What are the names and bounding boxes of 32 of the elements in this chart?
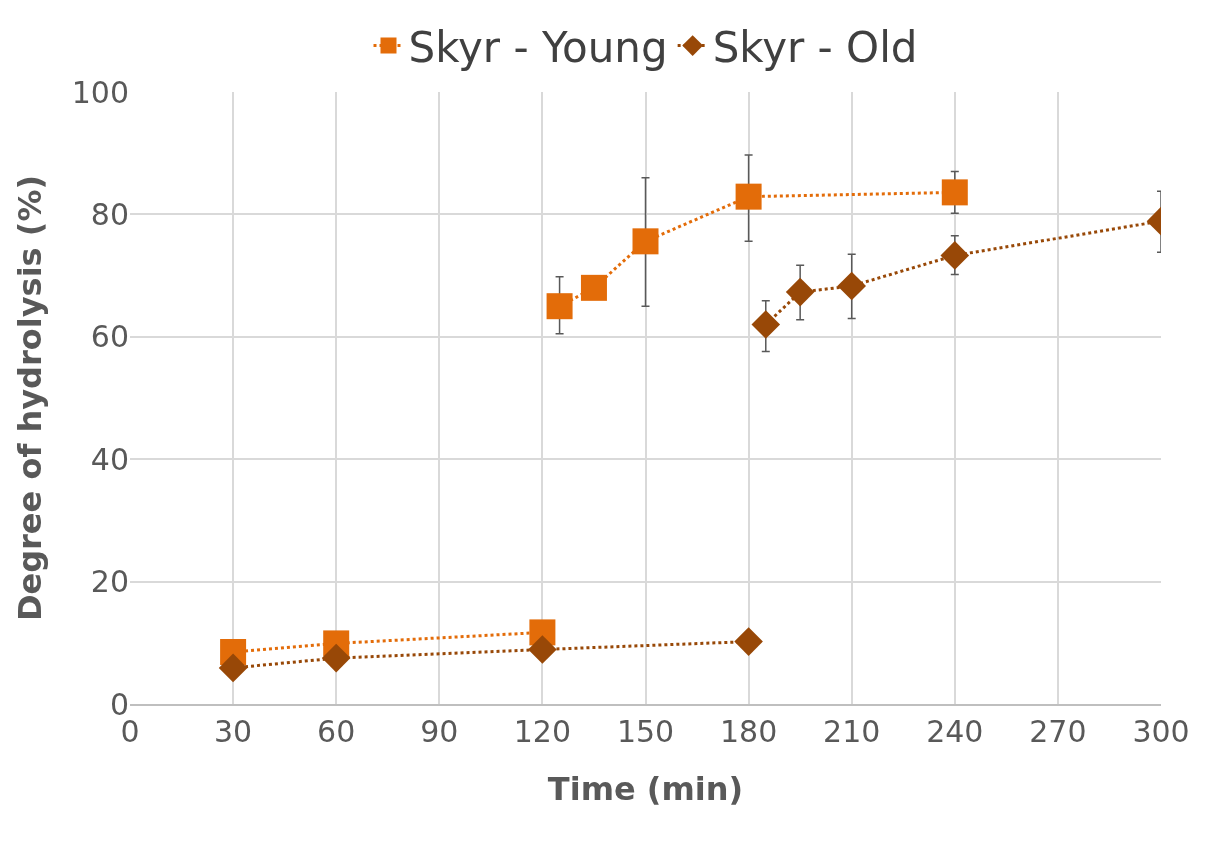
point (751, 310, 781, 339)
point (580, 274, 607, 301)
point (218, 653, 248, 683)
point (941, 179, 968, 206)
point (632, 228, 659, 255)
point (734, 627, 763, 656)
x-tick-label: 180 (719, 713, 778, 749)
point (837, 271, 866, 301)
point (735, 183, 762, 210)
point (528, 635, 557, 664)
y-tick-label: 100 (71, 74, 129, 110)
point (546, 293, 573, 320)
x-tick-label: 270 (1029, 713, 1087, 749)
x-tick-label: 240 (926, 713, 984, 749)
y-tick-label: 20 (90, 564, 129, 600)
y-tick-label: 60 (90, 319, 129, 355)
legend-label: Skyr - Old (712, 22, 918, 72)
legend-label: Skyr - Young (408, 22, 668, 72)
point (940, 241, 970, 270)
x-tick-label: 120 (513, 713, 572, 749)
x-tick-label: 210 (823, 713, 881, 749)
point (321, 643, 351, 673)
y-tick-label: 80 (90, 196, 129, 232)
x-axis-title: Time (min) (547, 770, 744, 809)
y-tick-label: 40 (90, 441, 129, 477)
x-tick-label: 60 (317, 713, 356, 749)
x-tick-label: 150 (616, 713, 675, 749)
y-axis-title: Degree of hydrolysis (%) (11, 174, 50, 622)
point (785, 277, 815, 307)
x-tick-label: 90 (420, 713, 459, 749)
x-tick-label: 30 (214, 713, 253, 749)
x-tick-label: 300 (1132, 713, 1190, 749)
